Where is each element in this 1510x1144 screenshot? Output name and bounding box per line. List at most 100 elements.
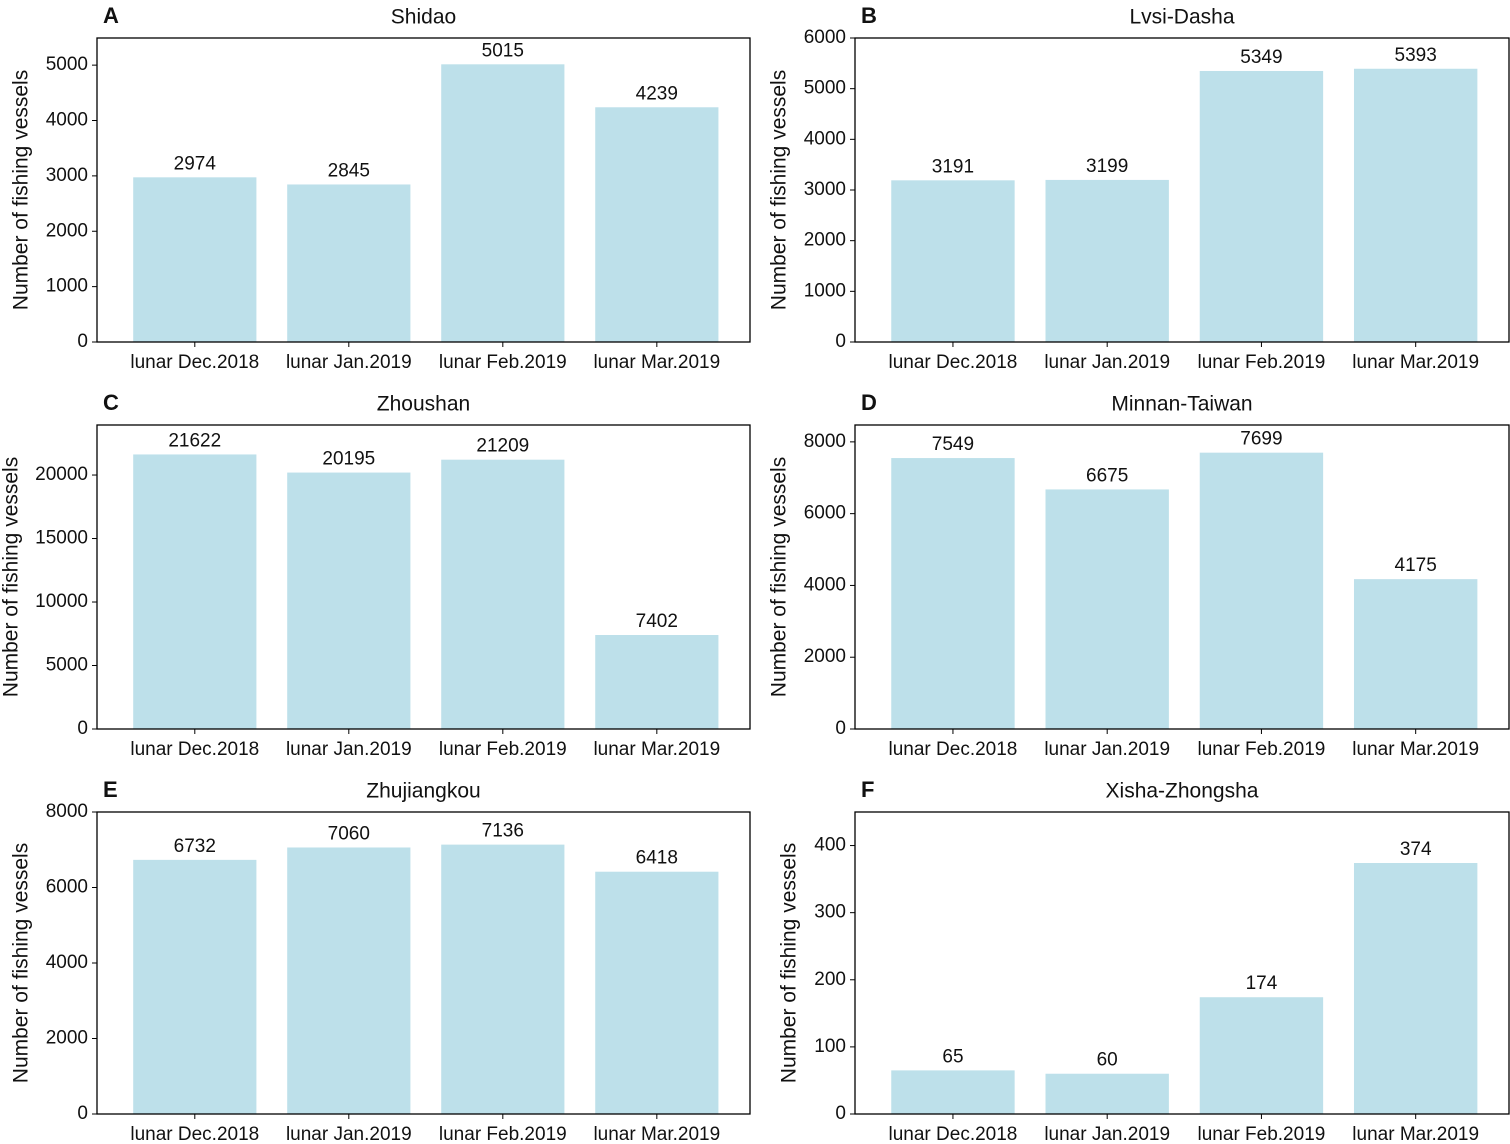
value-label: 6732 [174,836,216,857]
x-tick-label: lunar Feb.2019 [439,1124,567,1144]
bar [595,107,719,343]
y-tick-label: 4000 [46,110,88,131]
x-tick-label: lunar Feb.2019 [1198,1124,1326,1144]
y-tick-label: 0 [77,1103,88,1124]
value-label: 4239 [636,83,678,104]
bar [891,1070,1015,1114]
bar [441,844,565,1114]
x-tick-label: lunar Feb.2019 [1198,739,1326,760]
value-label: 6418 [636,848,678,869]
y-tick-label: 8000 [46,801,88,822]
y-tick-label: 5000 [804,78,846,99]
chart-title: Lvsi-Dasha [1129,6,1234,29]
y-tick-label: 20000 [35,464,88,485]
bar [595,635,719,729]
bar [891,180,1015,342]
y-tick-label: 5000 [46,54,88,75]
value-label: 3199 [1086,156,1128,177]
bar [133,454,257,729]
y-axis-label: Number of fishing vessels [768,70,791,310]
bar [441,64,565,342]
x-tick-label: lunar Dec.2018 [130,1124,259,1144]
value-label: 374 [1400,839,1432,860]
y-tick-label: 2000 [46,1028,88,1049]
bar [1045,1073,1169,1114]
y-tick-label: 2000 [804,646,846,667]
y-tick-label: 5000 [46,655,88,676]
value-label: 7060 [328,824,370,845]
value-label: 21209 [476,436,529,457]
value-label: 60 [1097,1050,1118,1071]
value-label: 5349 [1240,47,1282,68]
plot-frame [96,424,751,730]
x-tick-label: lunar Jan.2019 [286,352,412,373]
x-tick-label: lunar Jan.2019 [1044,1124,1170,1144]
chart-title: Zhoushan [377,393,470,416]
y-tick-label: 0 [77,718,88,739]
x-tick-label: lunar Jan.2019 [1044,739,1170,760]
value-label: 7136 [482,821,524,842]
bar [287,847,411,1114]
y-tick-label: 10000 [35,591,88,612]
y-tick-label: 1000 [46,276,88,297]
value-label: 5393 [1395,45,1437,66]
value-label: 2974 [174,153,217,174]
x-tick-label: lunar Feb.2019 [439,352,567,373]
x-tick-label: lunar Feb.2019 [439,739,567,760]
x-tick-label: lunar Mar.2019 [593,739,720,760]
x-tick-label: lunar Dec.2018 [889,739,1018,760]
bar [441,459,565,729]
plot-frame [96,37,751,343]
bar [1353,68,1478,342]
y-tick-label: 3000 [804,179,846,200]
y-axis-label: Number of fishing vessels [778,843,801,1083]
y-axis-label: Number of fishing vessels [0,457,23,697]
y-tick-label: 4000 [804,574,846,595]
plot-frame [854,37,1510,343]
y-tick-label: 0 [835,331,846,352]
plot-frame [96,811,751,1115]
x-tick-label: lunar Mar.2019 [1352,739,1479,760]
value-label: 65 [942,1046,963,1067]
panel-label: E [103,777,118,802]
panel-label: C [103,390,119,415]
value-label: 7699 [1240,429,1282,450]
y-tick-label: 3000 [46,165,88,186]
y-tick-label: 0 [835,1103,846,1124]
bar [1199,70,1324,342]
y-tick-label: 2000 [804,230,846,251]
chart-title: Shidao [391,6,456,29]
x-tick-label: lunar Dec.2018 [889,352,1018,373]
value-label: 174 [1246,973,1278,994]
x-tick-label: lunar Feb.2019 [1198,352,1326,373]
y-tick-label: 6000 [804,503,846,524]
value-label: 7402 [636,611,678,632]
x-tick-label: lunar Dec.2018 [889,1124,1018,1144]
value-label: 6675 [1086,465,1128,486]
plot-frame [854,811,1510,1115]
y-tick-label: 4000 [804,128,846,149]
y-axis-label: Number of fishing vessels [768,457,791,697]
chart-title: Xisha-Zhongsha [1106,780,1259,803]
chart-title: Zhujiangkou [366,780,480,803]
y-axis-label: Number of fishing vessels [10,70,33,310]
x-tick-label: lunar Mar.2019 [1352,352,1479,373]
x-tick-label: lunar Dec.2018 [130,352,259,373]
y-tick-label: 0 [77,331,88,352]
y-tick-label: 6000 [804,27,846,48]
bar [1199,452,1324,729]
x-tick-label: lunar Dec.2018 [130,739,259,760]
bar [133,177,257,342]
panel-label: D [861,390,877,415]
value-label: 20195 [322,449,375,470]
y-tick-label: 400 [814,835,846,856]
bar [891,458,1015,729]
panel-label: A [103,3,119,28]
x-tick-label: lunar Jan.2019 [286,739,412,760]
bar [595,871,719,1114]
value-label: 2845 [328,160,370,181]
bar [1353,579,1478,729]
value-label: 21622 [168,430,221,451]
panel-label: B [861,3,877,28]
